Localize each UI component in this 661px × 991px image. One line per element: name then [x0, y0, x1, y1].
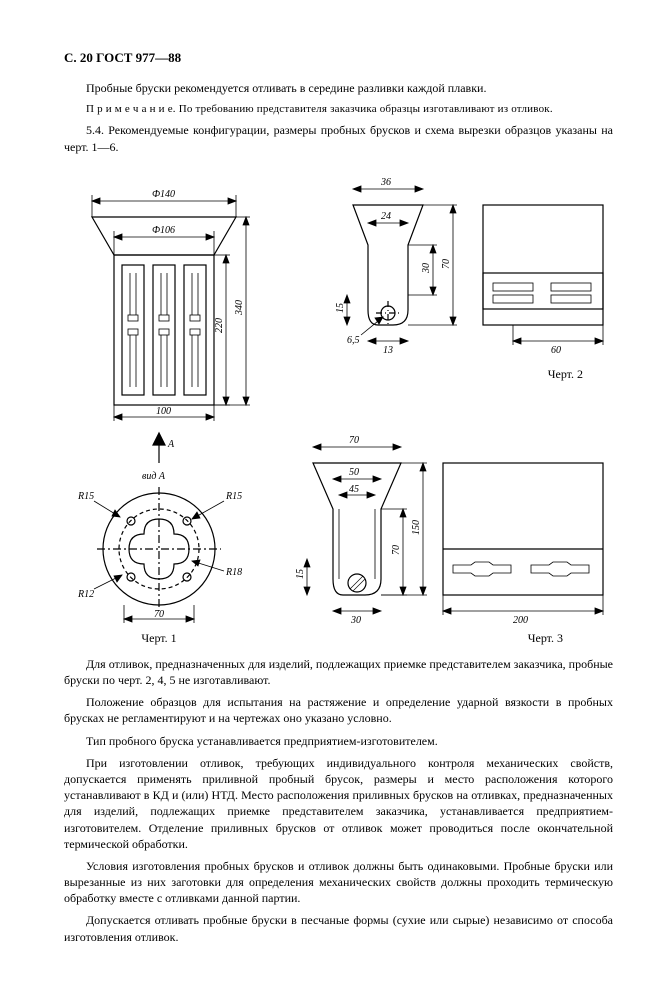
fig1-d106: Ф106 [152, 225, 175, 236]
fig1-w100: 100 [156, 406, 171, 417]
fig1-r15a: R15 [77, 491, 94, 502]
fig1-d140: Ф140 [152, 189, 175, 200]
fig1-r18: R18 [225, 567, 242, 578]
fig2-w13: 13 [383, 345, 393, 356]
fig3-w200: 200 [513, 615, 528, 626]
fig2-caption: Черт. 2 [313, 367, 613, 382]
fig2-h30: 30 [421, 263, 432, 274]
fig1-lower-block: А вид А [64, 429, 254, 646]
para-8: Допускается отливать пробные бруски в пе… [64, 912, 613, 944]
fig3-w30: 30 [350, 615, 361, 626]
fig3-caption: Черт. 3 [283, 631, 613, 646]
fig3-w45: 45 [349, 484, 359, 495]
note-body: По требованию представителя заказчика об… [176, 103, 553, 115]
fig1-h220: 220 [214, 318, 225, 333]
para-2: 5.4. Рекомендуемые конфигурации, размеры… [64, 122, 613, 154]
fig3-h150: 150 [411, 520, 422, 535]
para-4: Положение образцов для испытания на раст… [64, 694, 613, 726]
figures-row-top: Ф140 Ф106 100 220 340 [64, 165, 613, 425]
para-7: Условия изготовления пробных брусков и о… [64, 858, 613, 907]
page-header: С. 20 ГОСТ 977—88 [64, 50, 613, 66]
fig1-caption: Черт. 1 [64, 631, 254, 646]
fig1-view-a: А вид А [64, 429, 254, 629]
para-6: При изготовлении отливок, требующих инди… [64, 755, 613, 852]
fig2-h70: 70 [441, 259, 452, 269]
fig2-block: 36 24 30 70 15 6,5 13 60 Черт. 2 [313, 165, 613, 425]
fig1-r12: R12 [77, 589, 94, 600]
note-label: П р и м е ч а н и е. [86, 103, 176, 115]
fig2-w24: 24 [381, 211, 391, 222]
fig1-h340: 340 [234, 300, 245, 316]
fig2-o65: 6,5 [347, 335, 360, 346]
fig1-arrow-label: А [167, 439, 175, 450]
fig3-h70: 70 [391, 545, 402, 555]
fig1-view-label: вид А [142, 471, 166, 482]
fig1-r15b: R15 [225, 491, 242, 502]
fig1-w70: 70 [154, 609, 164, 620]
fig3-w50: 50 [349, 467, 359, 478]
figures-row-bottom: А вид А [64, 429, 613, 646]
para-3: Для отливок, предназначенных для изделий… [64, 656, 613, 688]
fig3-w70: 70 [349, 435, 359, 446]
fig2-w36: 36 [380, 177, 391, 188]
para-5: Тип пробного бруска устанавливается пред… [64, 733, 613, 749]
fig3-drawing: 70 50 45 70 150 15 30 200 [283, 429, 613, 629]
fig2-w60: 60 [551, 345, 561, 356]
para-1: Пробные бруски рекомендуется отливать в … [64, 80, 613, 96]
note: П р и м е ч а н и е. По требованию предс… [64, 102, 613, 116]
fig3-block: 70 50 45 70 150 15 30 200 Черт. 3 [283, 429, 613, 646]
fig1-main: Ф140 Ф106 100 220 340 [64, 165, 264, 425]
fig2-drawing: 36 24 30 70 15 6,5 13 60 [313, 165, 613, 365]
fig2-h15: 15 [335, 303, 346, 313]
fig3-o15: 15 [295, 569, 306, 579]
